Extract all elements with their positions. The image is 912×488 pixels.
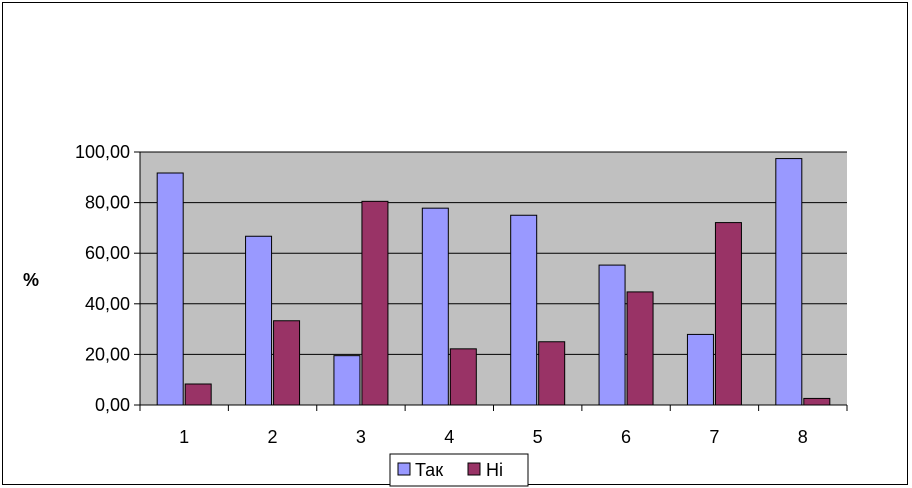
x-tick-label: 4	[444, 427, 454, 447]
bar-tak-8	[775, 158, 803, 406]
legend-swatch-ni	[467, 462, 481, 476]
y-tick-label: 20,00	[85, 344, 130, 364]
legend-label-ni: Ні	[486, 460, 503, 480]
axes	[139, 152, 848, 411]
x-tick-label: 7	[709, 427, 719, 447]
y-tick-label: 40,00	[85, 294, 130, 314]
bar-tak-7	[686, 333, 714, 406]
x-tick-label: 6	[621, 427, 631, 447]
x-tick-label: 8	[798, 427, 808, 447]
legend-box	[389, 453, 529, 487]
bar-tak-3	[333, 355, 361, 406]
y-tick-labels: 0,00 20,00 40,00 60,00 80,00 100,00	[75, 142, 130, 415]
legend-label-tak: Так	[415, 460, 443, 480]
x-tick-labels: 1 2 3 4 5 6 7 8	[179, 427, 808, 447]
bar-tak-6	[598, 264, 626, 406]
bar-ni-1	[184, 383, 212, 406]
bar-ni-7	[714, 222, 742, 406]
bar-tak-1	[156, 172, 184, 406]
bar-ni-4	[449, 348, 477, 406]
bar-tak-4	[421, 207, 449, 406]
bar-ni-8	[803, 397, 831, 406]
y-axis-title: %	[23, 270, 39, 290]
bar-ni-6	[626, 291, 654, 406]
bar-tak-5	[510, 214, 538, 406]
bar-ni-3	[361, 200, 389, 406]
y-tick-label: 0,00	[95, 395, 130, 415]
y-tick-label: 100,00	[75, 142, 130, 162]
x-tick-label: 5	[533, 427, 543, 447]
bars	[156, 158, 831, 406]
legend: Так Ні	[389, 453, 529, 487]
x-tick-label: 2	[268, 427, 278, 447]
y-tick-label: 80,00	[85, 193, 130, 213]
y-tick-label: 60,00	[85, 243, 130, 263]
bar-ni-5	[538, 341, 566, 406]
bar-ni-2	[273, 320, 301, 406]
legend-swatch-tak	[397, 462, 411, 476]
bar-tak-2	[245, 235, 273, 406]
x-tick-label: 3	[356, 427, 366, 447]
x-tick-label: 1	[179, 427, 189, 447]
